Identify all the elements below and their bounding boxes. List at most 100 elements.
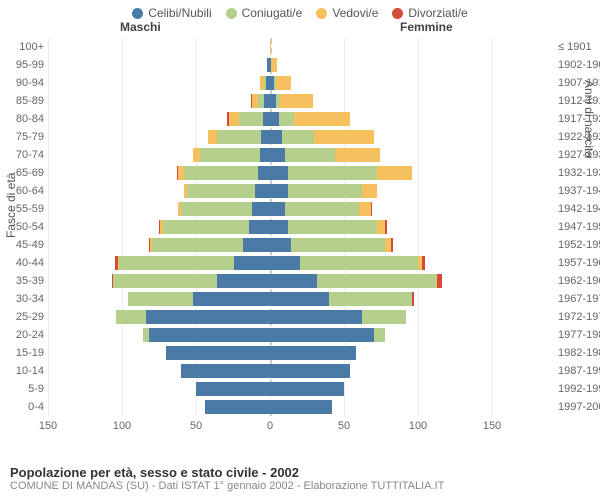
bar-segment-female: [285, 202, 359, 216]
age-label: 80-84: [4, 113, 44, 125]
bar-segment-female: [335, 148, 379, 162]
bar-segment-male: [149, 238, 150, 252]
bar-area: [48, 363, 492, 379]
x-tick-label: 50: [338, 420, 350, 432]
bar-segment-female: [437, 274, 441, 288]
bar-segment-male: [166, 346, 270, 360]
bar-segment-female: [291, 238, 386, 252]
age-row: 90-941907-1911: [48, 74, 552, 92]
bar-segment-male: [181, 202, 252, 216]
bar-area: [48, 219, 492, 235]
bar-segment-female: [270, 112, 279, 126]
pyramid-chart: Fasce di età Anni di nascita 100+≤ 19019…: [0, 38, 600, 438]
bar-area: [48, 237, 492, 253]
year-label: 1907-1911: [558, 77, 600, 89]
age-label: 70-74: [4, 149, 44, 161]
bar-segment-male: [239, 112, 263, 126]
bar-segment-female: [270, 130, 282, 144]
age-label: 35-39: [4, 275, 44, 287]
bar-area: [48, 147, 492, 163]
bar-segment-female: [270, 328, 374, 342]
bar-segment-male: [252, 94, 258, 108]
age-row: 25-291972-1976: [48, 308, 552, 326]
bar-segment-male: [150, 238, 151, 252]
bar-segment-female: [288, 184, 362, 198]
age-label: 5-9: [4, 383, 44, 395]
age-row: 10-141987-1991: [48, 362, 552, 380]
bar-segment-male: [163, 220, 249, 234]
bar-segment-male: [146, 310, 270, 324]
bar-area: [48, 111, 492, 127]
bar-segment-female: [412, 292, 413, 306]
bar-segment-female: [270, 256, 300, 270]
bar-segment-female: [294, 112, 350, 126]
bar-area: [48, 345, 492, 361]
bar-segment-male: [128, 292, 193, 306]
bar-segment-male: [193, 148, 200, 162]
bar-segment-female: [270, 292, 329, 306]
bar-segment-female: [285, 148, 335, 162]
bar-segment-female: [270, 364, 350, 378]
age-label: 95-99: [4, 59, 44, 71]
legend-swatch: [226, 8, 237, 19]
bar-segment-male: [217, 274, 270, 288]
year-label: 1922-1926: [558, 131, 600, 143]
age-row: 30-341967-1971: [48, 290, 552, 308]
bar-segment-male: [143, 328, 149, 342]
age-row: 100+≤ 1901: [48, 38, 552, 56]
bar-segment-female: [270, 166, 288, 180]
bar-segment-male: [115, 256, 118, 270]
x-tick-label: 100: [113, 420, 131, 432]
bar-segment-male: [261, 130, 270, 144]
bar-segment-male: [263, 112, 270, 126]
bar-segment-male: [260, 148, 270, 162]
bar-segment-female: [288, 220, 377, 234]
legend-label: Vedovi/e: [332, 6, 378, 20]
bar-area: [48, 381, 492, 397]
bar-segment-male: [193, 292, 270, 306]
year-label: 1942-1946: [558, 203, 600, 215]
bar-segment-male: [249, 220, 270, 234]
age-row: 20-241977-1981: [48, 326, 552, 344]
bar-segment-male: [116, 310, 146, 324]
bar-segment-female: [282, 130, 315, 144]
bar-segment-female: [270, 382, 344, 396]
bar-segment-male: [184, 166, 258, 180]
legend-item: Vedovi/e: [316, 6, 378, 20]
bar-area: [48, 309, 492, 325]
chart-title: Popolazione per età, sesso e stato civil…: [10, 465, 444, 480]
bar-segment-male: [229, 112, 239, 126]
legend-item: Coniugati/e: [226, 6, 303, 20]
bar-area: [48, 327, 492, 343]
age-label: 40-44: [4, 257, 44, 269]
bar-segment-female: [270, 40, 271, 54]
chart-rows: 100+≤ 190195-991902-190690-941907-191185…: [48, 38, 552, 416]
bar-segment-female: [377, 220, 386, 234]
bar-segment-female: [329, 292, 412, 306]
bar-segment-female: [270, 220, 288, 234]
bar-segment-female: [385, 220, 386, 234]
year-label: 1927-1931: [558, 149, 600, 161]
bar-segment-male: [159, 220, 160, 234]
bar-segment-male: [258, 94, 264, 108]
bar-segment-female: [317, 274, 435, 288]
bar-segment-male: [217, 130, 261, 144]
age-label: 100+: [4, 41, 44, 53]
bar-segment-female: [270, 238, 291, 252]
age-label: 0-4: [4, 401, 44, 413]
bar-segment-male: [243, 238, 270, 252]
bar-segment-male: [187, 184, 255, 198]
bar-segment-male: [234, 256, 270, 270]
column-headers: Maschi Femmine: [0, 20, 600, 38]
age-row: 40-441957-1961: [48, 254, 552, 272]
age-label: 15-19: [4, 347, 44, 359]
year-label: 1972-1976: [558, 311, 600, 323]
x-tick-label: 150: [39, 420, 57, 432]
age-row: 55-591942-1946: [48, 200, 552, 218]
age-label: 50-54: [4, 221, 44, 233]
bar-segment-female: [270, 310, 362, 324]
age-row: 85-891912-1916: [48, 92, 552, 110]
bar-segment-female: [288, 166, 377, 180]
bar-segment-female: [362, 184, 377, 198]
bar-segment-female: [391, 238, 392, 252]
